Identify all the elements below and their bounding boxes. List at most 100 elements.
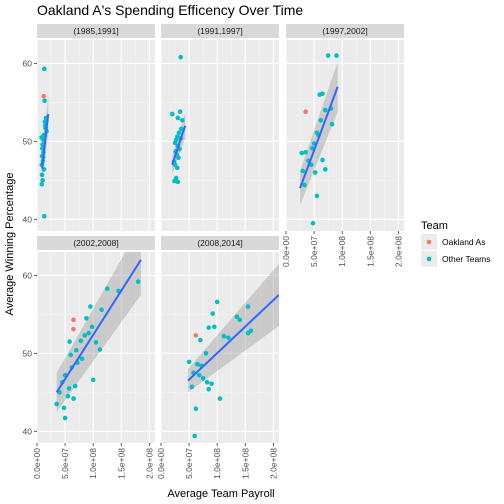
data-point-other <box>303 149 308 155</box>
data-point-other <box>176 130 182 136</box>
data-point-other <box>71 396 76 401</box>
data-point-other <box>180 117 185 123</box>
y-axis-title: Average Winning Percentage <box>4 173 16 316</box>
data-point-other <box>189 384 195 390</box>
data-point-other <box>66 386 72 391</box>
data-point-oakland <box>41 93 47 99</box>
x-tick-label: 1.0e+08 <box>212 448 222 479</box>
data-point-other <box>210 311 215 316</box>
data-point-oakland <box>193 333 199 338</box>
x-tick-label: 1.5e+08 <box>240 448 250 479</box>
facet-panel: (1991,1997] <box>160 24 279 231</box>
data-point-other <box>200 375 206 381</box>
y-tick-label: 40 <box>23 426 33 436</box>
x-tick-label: 1.0e+08 <box>88 448 98 479</box>
y-tick-label: 60 <box>23 270 33 280</box>
facet-strip <box>37 24 155 38</box>
data-point-other <box>99 307 104 312</box>
y-tick-label: 50 <box>23 348 33 358</box>
data-point-other <box>320 91 325 97</box>
legend-items: Oakland As Other Teams <box>421 234 491 267</box>
data-point-other <box>237 317 242 323</box>
y-tick-label: 60 <box>23 58 33 68</box>
data-point-other <box>89 324 95 330</box>
data-point-other <box>312 170 318 175</box>
x-axis-title: Average Team Payroll <box>167 488 274 500</box>
data-point-other <box>203 351 209 356</box>
data-point-other <box>234 314 240 320</box>
data-point-other <box>40 178 45 183</box>
legend-label: Other Teams <box>442 254 491 264</box>
data-point-other <box>209 381 214 387</box>
data-point-other <box>61 405 67 411</box>
data-point-other <box>320 157 325 163</box>
fit-line <box>41 113 50 169</box>
x-tick-label: 5.0e+07 <box>60 448 70 479</box>
facet-strip <box>161 236 279 250</box>
data-point-other <box>67 339 72 344</box>
legend-title: Team <box>421 220 448 232</box>
data-point-other <box>39 172 45 178</box>
fit-line <box>187 294 279 382</box>
data-point-other <box>302 182 307 188</box>
data-point-other <box>177 109 183 115</box>
facet-strip-label: (2008,2014] <box>197 238 242 248</box>
facet-strip <box>161 24 279 38</box>
facet-strip <box>286 24 404 38</box>
panel-content <box>54 252 142 421</box>
x-tick-label: 0.0e+00 <box>281 236 291 267</box>
x-tick-label: 5.0e+07 <box>184 448 194 479</box>
data-point-oakland <box>71 317 76 323</box>
data-point-other <box>175 115 181 121</box>
data-point-other <box>68 352 74 358</box>
data-point-other <box>198 337 203 343</box>
data-point-other <box>79 356 85 362</box>
data-point-other <box>178 54 183 60</box>
data-point-other <box>196 372 202 378</box>
data-point-other <box>334 53 339 58</box>
data-point-other <box>245 304 251 309</box>
x-tick-label: 5.0e+07 <box>309 236 319 267</box>
data-point-other <box>172 140 178 146</box>
facet-panel: (1985,1991] 40 50 60 <box>23 24 155 231</box>
panel-content <box>39 66 50 219</box>
data-point-other <box>299 150 305 156</box>
facet-strip-label: (1997,2002] <box>322 26 367 36</box>
panel-background <box>286 40 404 231</box>
data-point-other <box>221 333 227 339</box>
panel-background <box>37 40 155 231</box>
data-point-other <box>178 126 184 132</box>
data-point-other <box>329 121 335 127</box>
data-point-other <box>226 335 231 341</box>
y-tick-label: 50 <box>23 136 33 146</box>
data-point-other <box>62 415 68 421</box>
data-point-other <box>172 178 177 184</box>
panel-content <box>169 54 187 185</box>
data-point-other <box>212 324 217 330</box>
data-point-other <box>54 401 59 407</box>
data-point-other <box>90 377 96 383</box>
x-tick-label: 1.5e+08 <box>365 236 375 267</box>
x-tick-label: 1.0e+08 <box>337 236 347 267</box>
data-point-other <box>214 299 220 305</box>
data-point-other <box>42 66 47 72</box>
legend: Team Oakland As Other Teams <box>421 220 491 267</box>
facet-strip-label: (1991,1997] <box>197 26 242 36</box>
legend-label: Oakland As <box>442 237 485 247</box>
fit-line <box>55 259 142 393</box>
y-tick-label: 40 <box>23 214 33 224</box>
data-point-other <box>84 315 89 321</box>
data-point-other <box>314 193 320 199</box>
data-point-oakland <box>71 326 76 332</box>
data-point-other <box>72 383 78 389</box>
facet-panel: (2002,2008] 40 50 60 0.0e+00 5.0e+07 1.0e+08 1.… <box>23 236 155 479</box>
data-point-other <box>42 213 47 219</box>
data-point-other <box>169 111 175 117</box>
data-point-other <box>206 325 212 330</box>
data-point-other <box>88 304 93 309</box>
data-point-other <box>93 340 99 345</box>
data-point-other <box>176 155 181 161</box>
data-point-other <box>323 167 328 172</box>
facet-panels: (1985,1991] 40 50 60 (1991,1997] (1997,2002] 0… <box>23 24 404 479</box>
